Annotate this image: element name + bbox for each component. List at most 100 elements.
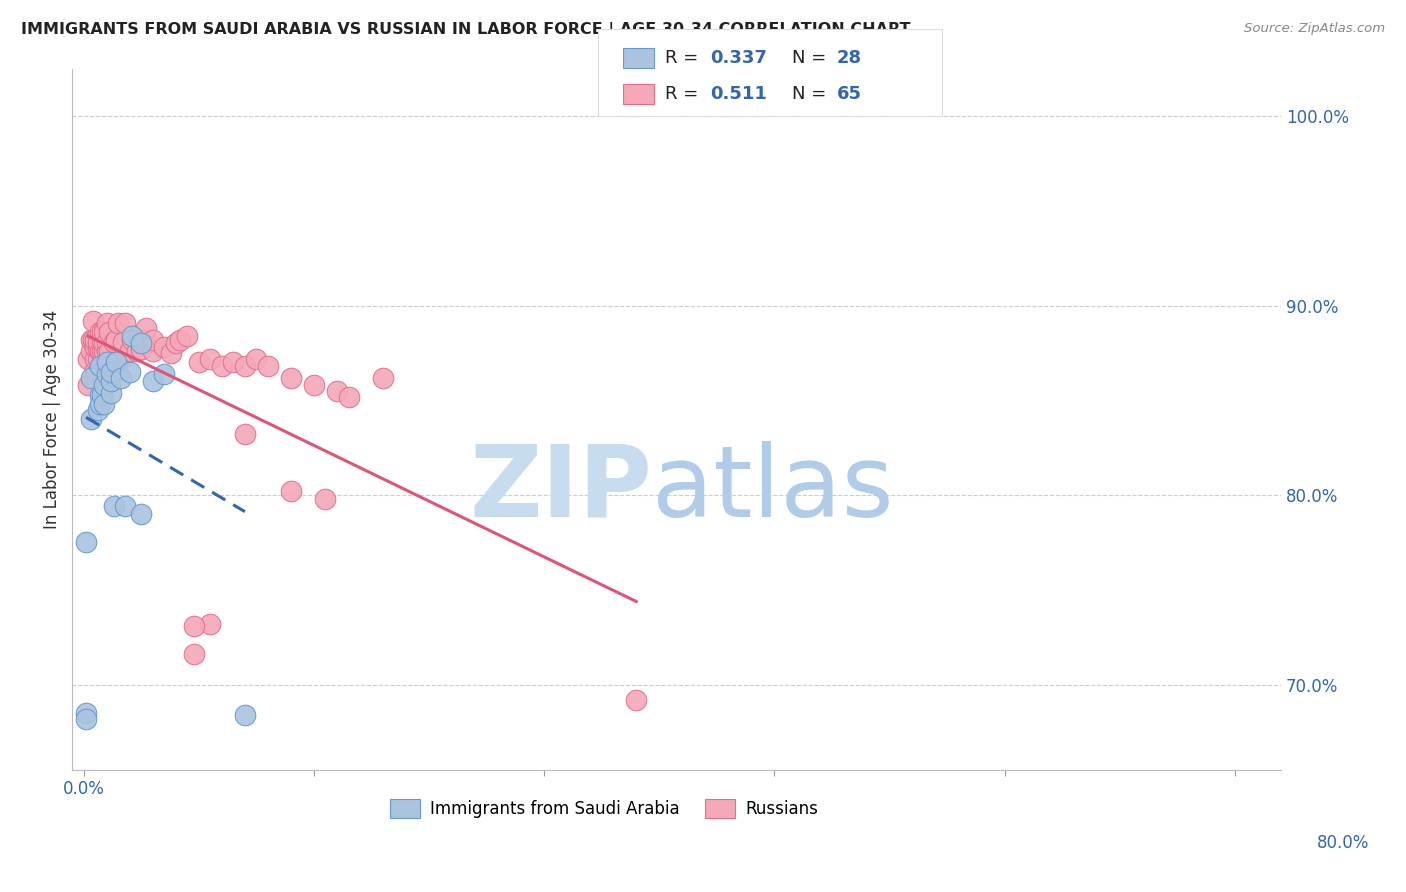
Point bbox=[110, 351, 132, 366]
Point bbox=[75, 712, 97, 726]
Point bbox=[280, 370, 302, 384]
Point bbox=[89, 397, 111, 411]
Point bbox=[118, 365, 141, 379]
Point bbox=[86, 334, 108, 349]
Point bbox=[96, 367, 118, 381]
Text: 0.511: 0.511 bbox=[710, 86, 766, 103]
Point bbox=[89, 344, 111, 359]
Point bbox=[100, 375, 122, 389]
Point bbox=[86, 402, 108, 417]
Point bbox=[79, 412, 101, 426]
Point bbox=[96, 355, 118, 369]
Point bbox=[200, 617, 222, 632]
Point bbox=[118, 344, 141, 359]
Point bbox=[75, 535, 97, 549]
Point bbox=[121, 329, 143, 343]
Text: R =: R = bbox=[665, 86, 704, 103]
Point bbox=[128, 333, 150, 347]
Text: N =: N = bbox=[792, 86, 831, 103]
Point bbox=[110, 370, 132, 384]
Point bbox=[183, 648, 205, 662]
Point bbox=[77, 351, 100, 366]
Point bbox=[114, 500, 136, 514]
Point bbox=[104, 333, 127, 347]
Point bbox=[79, 333, 101, 347]
Point bbox=[129, 507, 152, 521]
Legend: Immigrants from Saudi Arabia, Russians: Immigrants from Saudi Arabia, Russians bbox=[384, 792, 824, 825]
Point bbox=[302, 378, 325, 392]
Point bbox=[86, 351, 108, 366]
Text: IMMIGRANTS FROM SAUDI ARABIA VS RUSSIAN IN LABOR FORCE | AGE 30-34 CORRELATION C: IMMIGRANTS FROM SAUDI ARABIA VS RUSSIAN … bbox=[21, 22, 911, 38]
Point bbox=[142, 344, 165, 359]
Point bbox=[211, 359, 233, 374]
Text: N =: N = bbox=[792, 49, 831, 67]
Point bbox=[121, 333, 143, 347]
Point bbox=[183, 619, 205, 633]
Point bbox=[107, 316, 129, 330]
Point bbox=[84, 333, 107, 347]
Point bbox=[371, 370, 394, 384]
Point bbox=[91, 325, 114, 339]
Point bbox=[79, 370, 101, 384]
Point bbox=[200, 351, 222, 366]
Point bbox=[98, 325, 121, 339]
Point bbox=[93, 344, 115, 359]
Text: Source: ZipAtlas.com: Source: ZipAtlas.com bbox=[1244, 22, 1385, 36]
Point bbox=[169, 333, 191, 347]
Point bbox=[125, 344, 148, 359]
Point bbox=[93, 336, 115, 351]
Point bbox=[84, 340, 107, 354]
Point bbox=[337, 390, 360, 404]
Point bbox=[326, 384, 349, 398]
Point bbox=[84, 363, 107, 377]
Text: 80.0%: 80.0% bbox=[1316, 834, 1369, 852]
Point bbox=[98, 344, 121, 359]
Point bbox=[91, 387, 114, 401]
Point bbox=[153, 340, 176, 354]
Text: 0.337: 0.337 bbox=[710, 49, 766, 67]
Point bbox=[187, 355, 209, 369]
Point bbox=[160, 346, 183, 360]
Point bbox=[153, 367, 176, 381]
Point bbox=[142, 333, 165, 347]
Text: 28: 28 bbox=[837, 49, 862, 67]
Point bbox=[233, 427, 256, 442]
Point bbox=[233, 708, 256, 723]
Point bbox=[86, 342, 108, 356]
Point bbox=[314, 491, 336, 506]
Point bbox=[79, 344, 101, 359]
Point bbox=[75, 706, 97, 720]
Point bbox=[129, 336, 152, 351]
Text: R =: R = bbox=[665, 49, 704, 67]
Point bbox=[82, 333, 104, 347]
Point bbox=[626, 693, 648, 707]
Point bbox=[82, 313, 104, 327]
Point bbox=[100, 365, 122, 379]
Point bbox=[129, 342, 152, 356]
Point bbox=[114, 316, 136, 330]
Point bbox=[96, 316, 118, 330]
Text: ZIP: ZIP bbox=[470, 441, 652, 538]
Point bbox=[91, 334, 114, 349]
Point bbox=[245, 351, 267, 366]
Point bbox=[176, 329, 198, 343]
Point bbox=[233, 359, 256, 374]
Point bbox=[222, 355, 245, 369]
Point bbox=[132, 333, 155, 347]
Text: atlas: atlas bbox=[652, 441, 894, 538]
Point bbox=[77, 378, 100, 392]
Point bbox=[89, 359, 111, 374]
Point bbox=[96, 334, 118, 349]
Point bbox=[103, 500, 125, 514]
Point bbox=[103, 334, 125, 349]
Point bbox=[135, 321, 157, 335]
Point bbox=[257, 359, 280, 374]
Point bbox=[100, 385, 122, 400]
Point bbox=[104, 355, 127, 369]
Point bbox=[84, 351, 107, 366]
Point bbox=[93, 397, 115, 411]
Point bbox=[142, 375, 165, 389]
Point bbox=[91, 344, 114, 359]
Point bbox=[96, 344, 118, 359]
Point bbox=[280, 484, 302, 499]
